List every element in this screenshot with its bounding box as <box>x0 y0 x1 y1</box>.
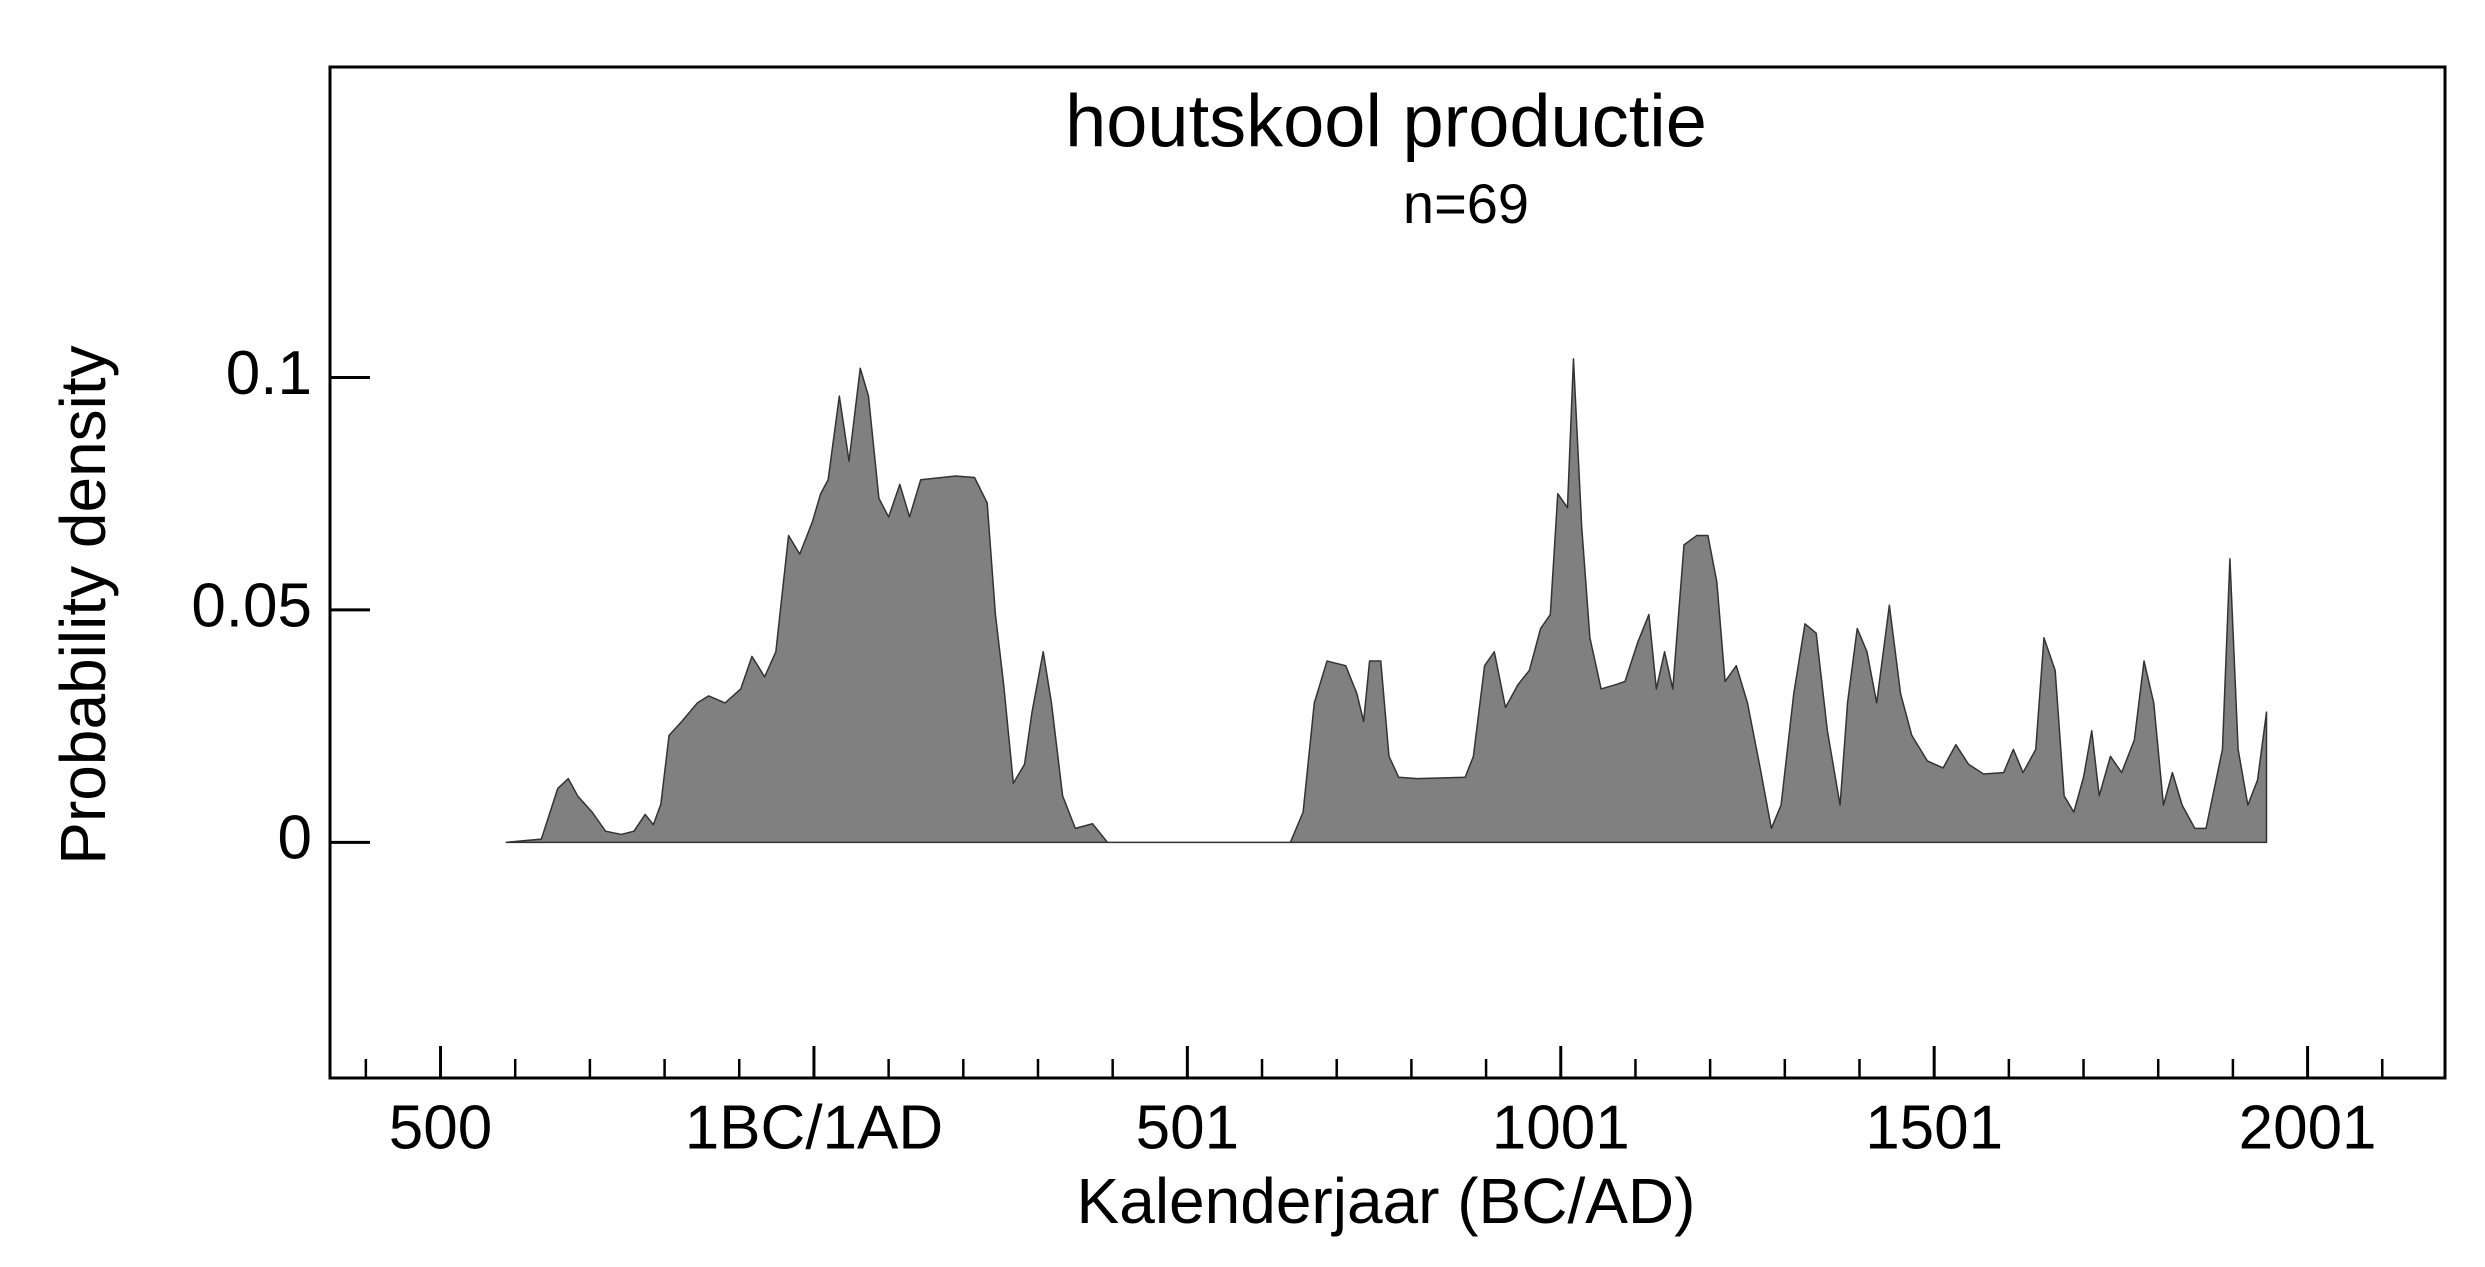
x-tick-label: 501 <box>1136 1093 1239 1162</box>
plot-frame <box>328 65 2447 1080</box>
x-tick-label: 2001 <box>2239 1093 2377 1162</box>
chart-title: houtskool productie <box>1065 80 1707 163</box>
y-tick-label: 0.1 <box>226 339 312 408</box>
x-tick-label: 500 <box>389 1093 492 1162</box>
x-tick-label: 1BC/1AD <box>685 1093 943 1162</box>
x-axis-title: Kalenderjaar (BC/AD) <box>1077 1165 1696 1237</box>
y-tick-label: 0 <box>278 804 312 873</box>
y-tick-label: 0.05 <box>191 571 312 640</box>
density-area <box>505 358 2268 844</box>
x-tick-label: 1001 <box>1492 1093 1630 1162</box>
x-tick-label: 1501 <box>1865 1093 2003 1162</box>
chart-subtitle: n=69 <box>1403 172 1529 235</box>
y-axis-title: Probability density <box>47 345 119 864</box>
